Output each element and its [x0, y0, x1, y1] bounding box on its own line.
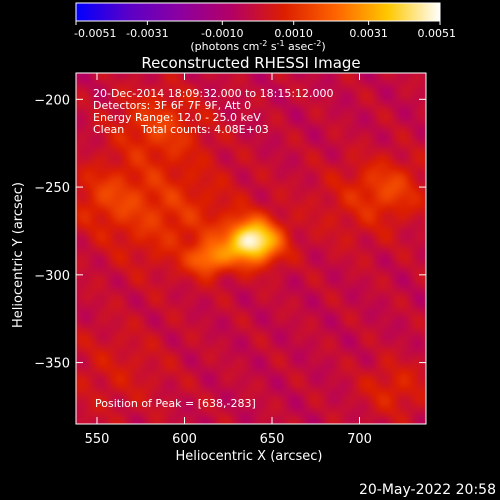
y-tick-label: −350 [34, 357, 70, 372]
y-tick-label: −250 [34, 181, 70, 196]
colorbar-tick-label: 0.0031 [349, 27, 388, 40]
plot-frame [75, 72, 427, 425]
annotation-detectors: Detectors: 3F 6F 7F 9F, Att 0 [93, 99, 251, 112]
x-tick-label: 600 [172, 432, 197, 447]
colorbar-unit-label: (photons cm-2 s-1 asec-2) [190, 39, 325, 53]
x-tick-label: 650 [260, 432, 285, 447]
colorbar [75, 2, 441, 22]
annotation-total-counts: Total counts: 4.08E+03 [140, 123, 269, 136]
annotation-clean: Clean [93, 123, 124, 136]
y-tick-label: −300 [34, 269, 70, 284]
heatmap-raster [76, 73, 426, 424]
y-axis-label: Heliocentric Y (arcsec) [11, 182, 26, 328]
annotation-time-range: 20-Dec-2014 18:09:32.000 to 18:15:12.000 [93, 87, 334, 100]
y-tick-label: −200 [34, 93, 70, 108]
x-tick-label: 700 [347, 432, 372, 447]
heatmap-image [76, 73, 426, 424]
annotation-energy: Energy Range: 12.0 - 25.0 keV [93, 111, 261, 124]
x-axis-label: Heliocentric X (arcsec) [176, 449, 323, 464]
colorbar-tick-label: -0.0010 [201, 27, 243, 40]
colorbar-tick-label: -0.0031 [126, 27, 168, 40]
timestamp: 20-May-2022 20:58 [359, 482, 496, 498]
annotation-peak: Position of Peak = [638,-283] [95, 397, 256, 410]
colorbar-ticks: -0.0051 -0.0031 -0.0010 0.0010 0.0031 0.0051 [74, 21, 456, 40]
colorbar-tick-label: 0.0051 [418, 27, 457, 40]
axis-ticks: 550 600 650 700 −200 −250 −300 −350 [34, 73, 426, 447]
annotations: 20-Dec-2014 18:09:32.000 to 18:15:12.000… [93, 87, 334, 410]
colorbar-tick-label: -0.0051 [74, 27, 116, 40]
colorbar-tick-label: 0.0010 [274, 27, 313, 40]
chart-title: Reconstructed RHESSI Image [141, 54, 360, 72]
x-tick-label: 550 [85, 432, 110, 447]
